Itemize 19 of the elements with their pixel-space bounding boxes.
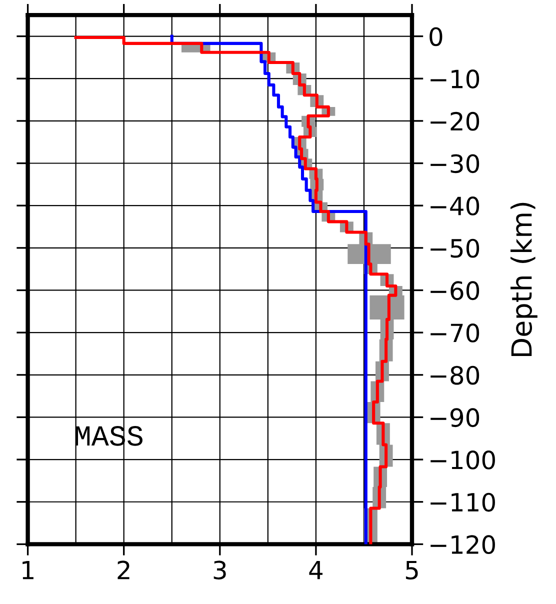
- y-tick-label: −30: [430, 154, 480, 174]
- y-tick-label: −10: [430, 70, 480, 88]
- y-tick-label: −50: [430, 238, 480, 258]
- y-tick-label: −70: [430, 324, 480, 342]
- y-tick-label: −110: [430, 492, 495, 512]
- y-tick-label: −90: [430, 408, 480, 428]
- y-tick-label: 0: [430, 27, 442, 46]
- y-tick-label: −40: [430, 196, 480, 216]
- y-tick-label: −20: [430, 112, 480, 131]
- y-tick-label: −120: [430, 535, 495, 554]
- x-tick-label: 4: [309, 560, 322, 580]
- x-tick-label: 5: [406, 560, 418, 580]
- y-axis-title: Depth (km): [510, 202, 538, 356]
- x-tick-label: 2: [118, 560, 130, 580]
- y-tick-label: −100: [430, 450, 495, 470]
- y-tick-label: −60: [430, 281, 480, 300]
- x-tick-label: 1: [22, 560, 34, 580]
- x-tick-label: 3: [214, 560, 226, 580]
- y-tick-label: −80: [430, 366, 480, 385]
